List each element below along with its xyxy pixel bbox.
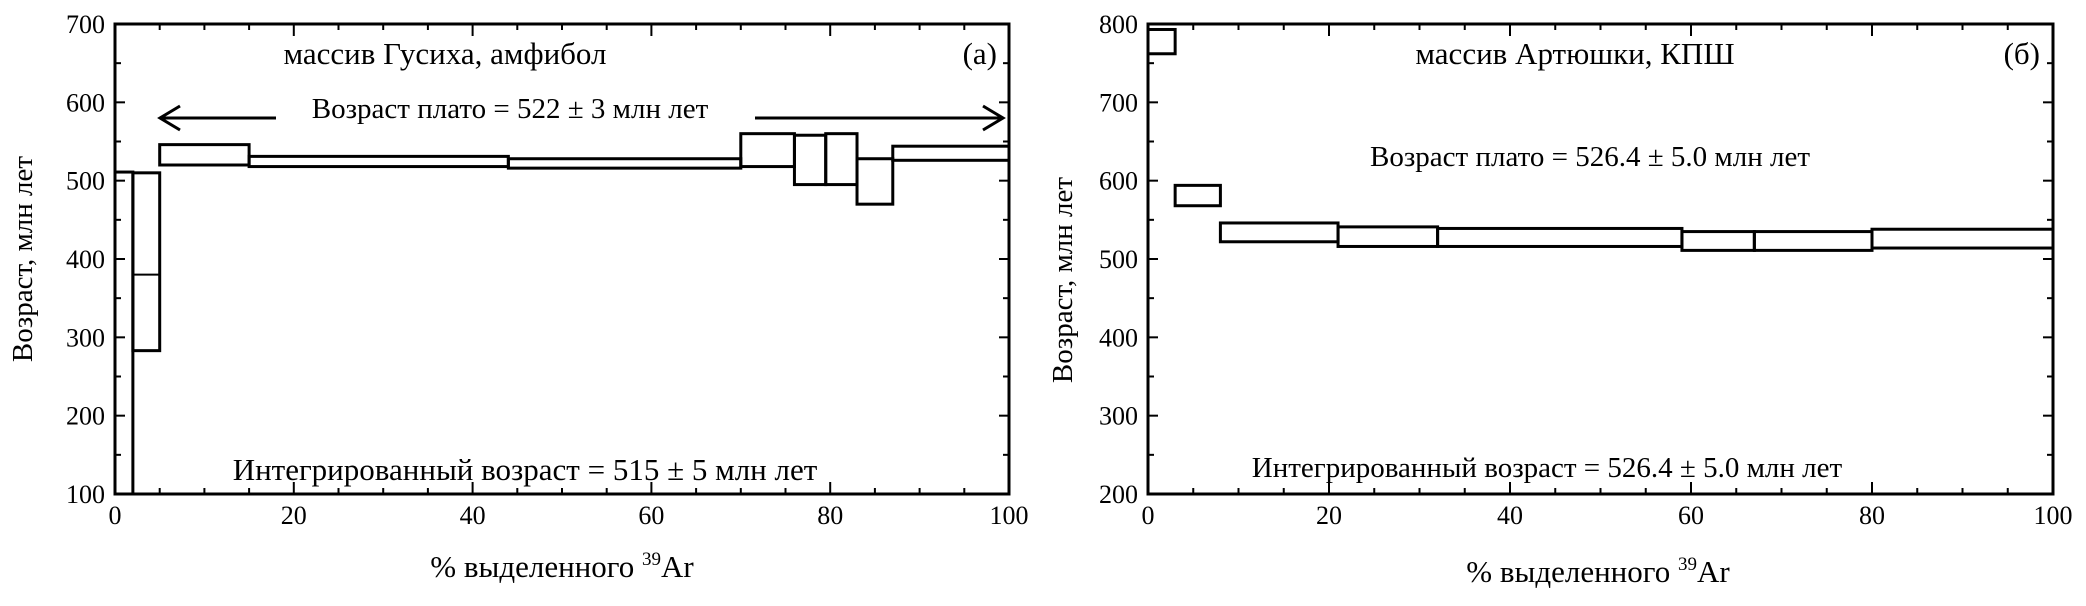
y-axis-label-b: Возраст, млн лет [1047,177,1079,383]
panel-label-a: (a) [963,36,997,71]
step-box-b [1218,221,1340,244]
x-tick-label-b: 0 [1142,501,1155,530]
step-boxes-a [113,132,1011,496]
x-tick-label-a: 20 [281,501,307,530]
y-tick-label-b: 500 [1099,245,1138,274]
panel-a: 0 20 40 60 80 100 100 200 300 400 500 600 700 массив… [7,10,1029,584]
plateau-arrows-a [157,104,1006,132]
plateau-arrowhead-left [157,104,181,132]
panel-label-b: (б) [2004,36,2040,71]
y-tick-label-b: 300 [1099,402,1138,431]
x-tick-label-b: 40 [1497,501,1523,530]
y-tick-label-b: 700 [1099,88,1138,117]
step-box-b [1870,227,2055,250]
x-tick-label-b: 20 [1316,501,1342,530]
y-tick-label-a: 300 [66,323,105,352]
x-tick-label-b: 100 [2034,501,2073,530]
plateau-text-a: Возраст плато = 522 ± 3 млн лет [312,93,709,125]
x-tick-label-b: 60 [1678,501,1704,530]
step-box-b [1680,230,1756,252]
step-box-a [792,133,828,187]
y-tick-label-a: 700 [66,10,105,39]
step-box-b [1173,183,1222,208]
x-tick-label-b: 80 [1859,501,1885,530]
step-box-a [855,157,895,206]
y-tick-label-b: 200 [1099,480,1138,509]
x-tick-label-a: 0 [109,501,122,530]
step-boxes-b [1146,27,2055,252]
plateau-arrowhead-right [982,104,1006,132]
chart-title-a: массив Гусиха, амфибол [284,36,607,71]
x-tick-label-a: 80 [817,501,843,530]
y-axis-label-a: Возраст, млн лет [7,156,39,362]
plot-frame-b [1146,22,2055,496]
integrated-text-b: Интегрированный возраст = 526.4 ± 5.0 мл… [1252,452,1843,484]
x-tick-label-a: 60 [638,501,664,530]
x-tick-label-a: 100 [990,501,1029,530]
step-box-a [158,143,251,167]
y-tick-label-a: 100 [66,480,105,509]
axis-ticks-a: 0 20 40 60 80 100 100 200 300 400 500 600 700 [66,10,1029,530]
x-axis-label-a: % выделенного 39Ar [430,549,694,584]
y-tick-label-a: 600 [66,88,105,117]
step-box-a [891,144,1011,162]
step-box-b [1752,230,1874,252]
y-tick-label-a: 200 [66,402,105,431]
step-box-b [1146,27,1177,56]
y-tick-label-a: 500 [66,167,105,196]
axis-ticks-b: 0 20 40 60 80 100 200 300 400 500 600 700 800 [1099,10,2073,530]
step-box-a [506,157,743,170]
step-box-a [247,154,510,169]
chart-title-b: массив Артюшки, КПШ [1415,36,1734,71]
y-tick-label-a: 400 [66,245,105,274]
x-tick-label-a: 40 [460,501,486,530]
step-box-a [131,171,162,353]
integrated-text-a: Интегрированный возраст = 515 ± 5 млн ле… [233,452,818,487]
step-box-a [739,132,796,169]
panel-b: 0 20 40 60 80 100 200 300 400 500 600 700 800 массив… [1047,10,2073,589]
y-tick-label-b: 600 [1099,167,1138,196]
x-axis-label-b: % выделенного 39Ar [1466,554,1730,589]
y-tick-label-b: 400 [1099,323,1138,352]
step-box-a [824,132,859,187]
y-tick-label-b: 800 [1099,10,1138,39]
plateau-text-b: Возраст плато = 526.4 ± 5.0 млн лет [1370,141,1810,173]
step-box-b [1436,226,1684,248]
step-box-b [1336,225,1440,248]
